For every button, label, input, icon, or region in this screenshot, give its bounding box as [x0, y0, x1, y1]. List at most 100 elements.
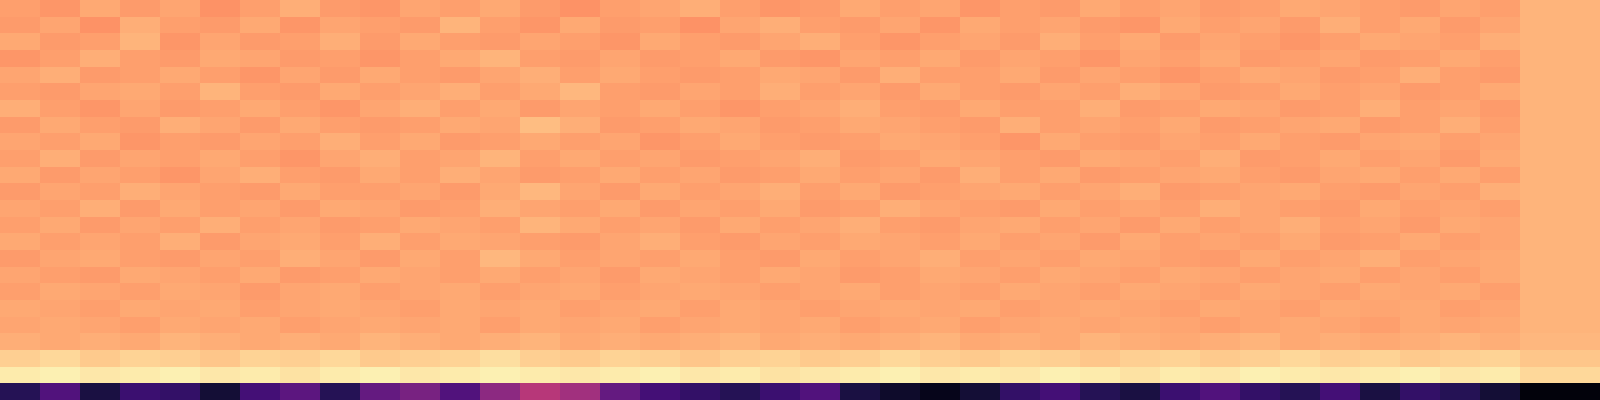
heatmap-cell: [1400, 67, 1441, 84]
heatmap-cell: [320, 133, 361, 150]
heatmap-cell: [1400, 300, 1441, 317]
heatmap-cell: [1520, 117, 1561, 134]
heatmap-cell: [520, 250, 561, 267]
heatmap-cell: [1160, 33, 1201, 50]
heatmap-cell: [160, 317, 201, 334]
heatmap-cell: [880, 83, 921, 100]
heatmap-cell: [640, 283, 681, 300]
heatmap-cell: [0, 67, 41, 84]
heatmap-cell: [1240, 83, 1281, 100]
heatmap-cell: [840, 50, 881, 67]
heatmap-cell: [520, 333, 561, 350]
heatmap-cell: [0, 0, 41, 17]
heatmap-cell: [1400, 133, 1441, 150]
heatmap-cell: [520, 67, 561, 84]
heatmap-cell: [1040, 283, 1081, 300]
heatmap-cell: [360, 0, 401, 17]
heatmap-cell: [1000, 383, 1041, 400]
heatmap-cell: [1360, 33, 1401, 50]
heatmap-cell: [1240, 183, 1281, 200]
heatmap-cell: [1320, 333, 1361, 350]
heatmap-cell: [1560, 200, 1600, 217]
heatmap-cell: [1200, 300, 1241, 317]
heatmap-cell: [560, 283, 601, 300]
heatmap-cell: [1200, 117, 1241, 134]
heatmap-cell: [1520, 383, 1561, 400]
heatmap-cell: [400, 333, 441, 350]
heatmap-cell: [600, 67, 641, 84]
heatmap-cell: [880, 200, 921, 217]
heatmap-cell: [1280, 167, 1321, 184]
heatmap-cell: [360, 83, 401, 100]
heatmap-cell: [480, 167, 521, 184]
heatmap-cell: [960, 133, 1001, 150]
heatmap-cell: [880, 33, 921, 50]
heatmap-cell: [680, 350, 721, 367]
heatmap-cell: [800, 233, 841, 250]
heatmap-cell: [1280, 33, 1321, 50]
heatmap-cell: [640, 67, 681, 84]
heatmap-cell: [120, 150, 161, 167]
heatmap-cell: [240, 350, 281, 367]
heatmap-cell: [360, 350, 401, 367]
heatmap-cell: [40, 217, 81, 234]
heatmap-cell: [880, 0, 921, 17]
heatmap-cell: [520, 317, 561, 334]
heatmap-cell: [1240, 283, 1281, 300]
heatmap-cell: [560, 367, 601, 384]
heatmap-cell: [1080, 283, 1121, 300]
heatmap-cell: [880, 350, 921, 367]
heatmap-cell: [480, 217, 521, 234]
heatmap-cell: [160, 50, 201, 67]
heatmap-cell: [80, 267, 121, 284]
heatmap-cell: [1120, 50, 1161, 67]
heatmap-cell: [240, 367, 281, 384]
heatmap-cell: [440, 0, 481, 17]
heatmap-cell: [440, 150, 481, 167]
heatmap-cell: [560, 67, 601, 84]
heatmap-cell: [520, 33, 561, 50]
heatmap-cell: [720, 367, 761, 384]
heatmap-cell: [1520, 50, 1561, 67]
heatmap-cell: [1000, 83, 1041, 100]
heatmap-cell: [640, 250, 681, 267]
heatmap-cell: [1200, 333, 1241, 350]
heatmap-cell: [1240, 100, 1281, 117]
heatmap-cell: [1440, 383, 1481, 400]
heatmap-cell: [800, 100, 841, 117]
heatmap-cell: [1120, 217, 1161, 234]
heatmap-cell: [840, 217, 881, 234]
heatmap-cell: [960, 150, 1001, 167]
heatmap-cell: [1280, 183, 1321, 200]
heatmap-cell: [0, 50, 41, 67]
heatmap-cell: [920, 283, 961, 300]
heatmap-cell: [880, 367, 921, 384]
heatmap-cell: [1040, 383, 1081, 400]
heatmap-cell: [1440, 133, 1481, 150]
heatmap-cell: [560, 33, 601, 50]
heatmap-cell: [840, 333, 881, 350]
heatmap-cell: [760, 83, 801, 100]
heatmap-cell: [840, 0, 881, 17]
heatmap-cell: [1280, 200, 1321, 217]
heatmap-cell: [520, 0, 561, 17]
heatmap-cell: [240, 67, 281, 84]
heatmap-cell: [1440, 0, 1481, 17]
heatmap-cell: [320, 283, 361, 300]
heatmap-cell: [640, 200, 681, 217]
heatmap-cell: [1000, 50, 1041, 67]
heatmap-cell: [1120, 300, 1161, 317]
heatmap-cell: [640, 350, 681, 367]
heatmap-cell: [760, 300, 801, 317]
heatmap-cell: [40, 33, 81, 50]
heatmap-cell: [1080, 233, 1121, 250]
heatmap-cell: [880, 67, 921, 84]
heatmap-cell: [600, 300, 641, 317]
heatmap-cell: [200, 267, 241, 284]
heatmap-cell: [960, 83, 1001, 100]
heatmap-cell: [1200, 217, 1241, 234]
heatmap-cell: [960, 33, 1001, 50]
heatmap-cell: [1520, 333, 1561, 350]
heatmap-cell: [1480, 283, 1521, 300]
heatmap-cell: [800, 50, 841, 67]
